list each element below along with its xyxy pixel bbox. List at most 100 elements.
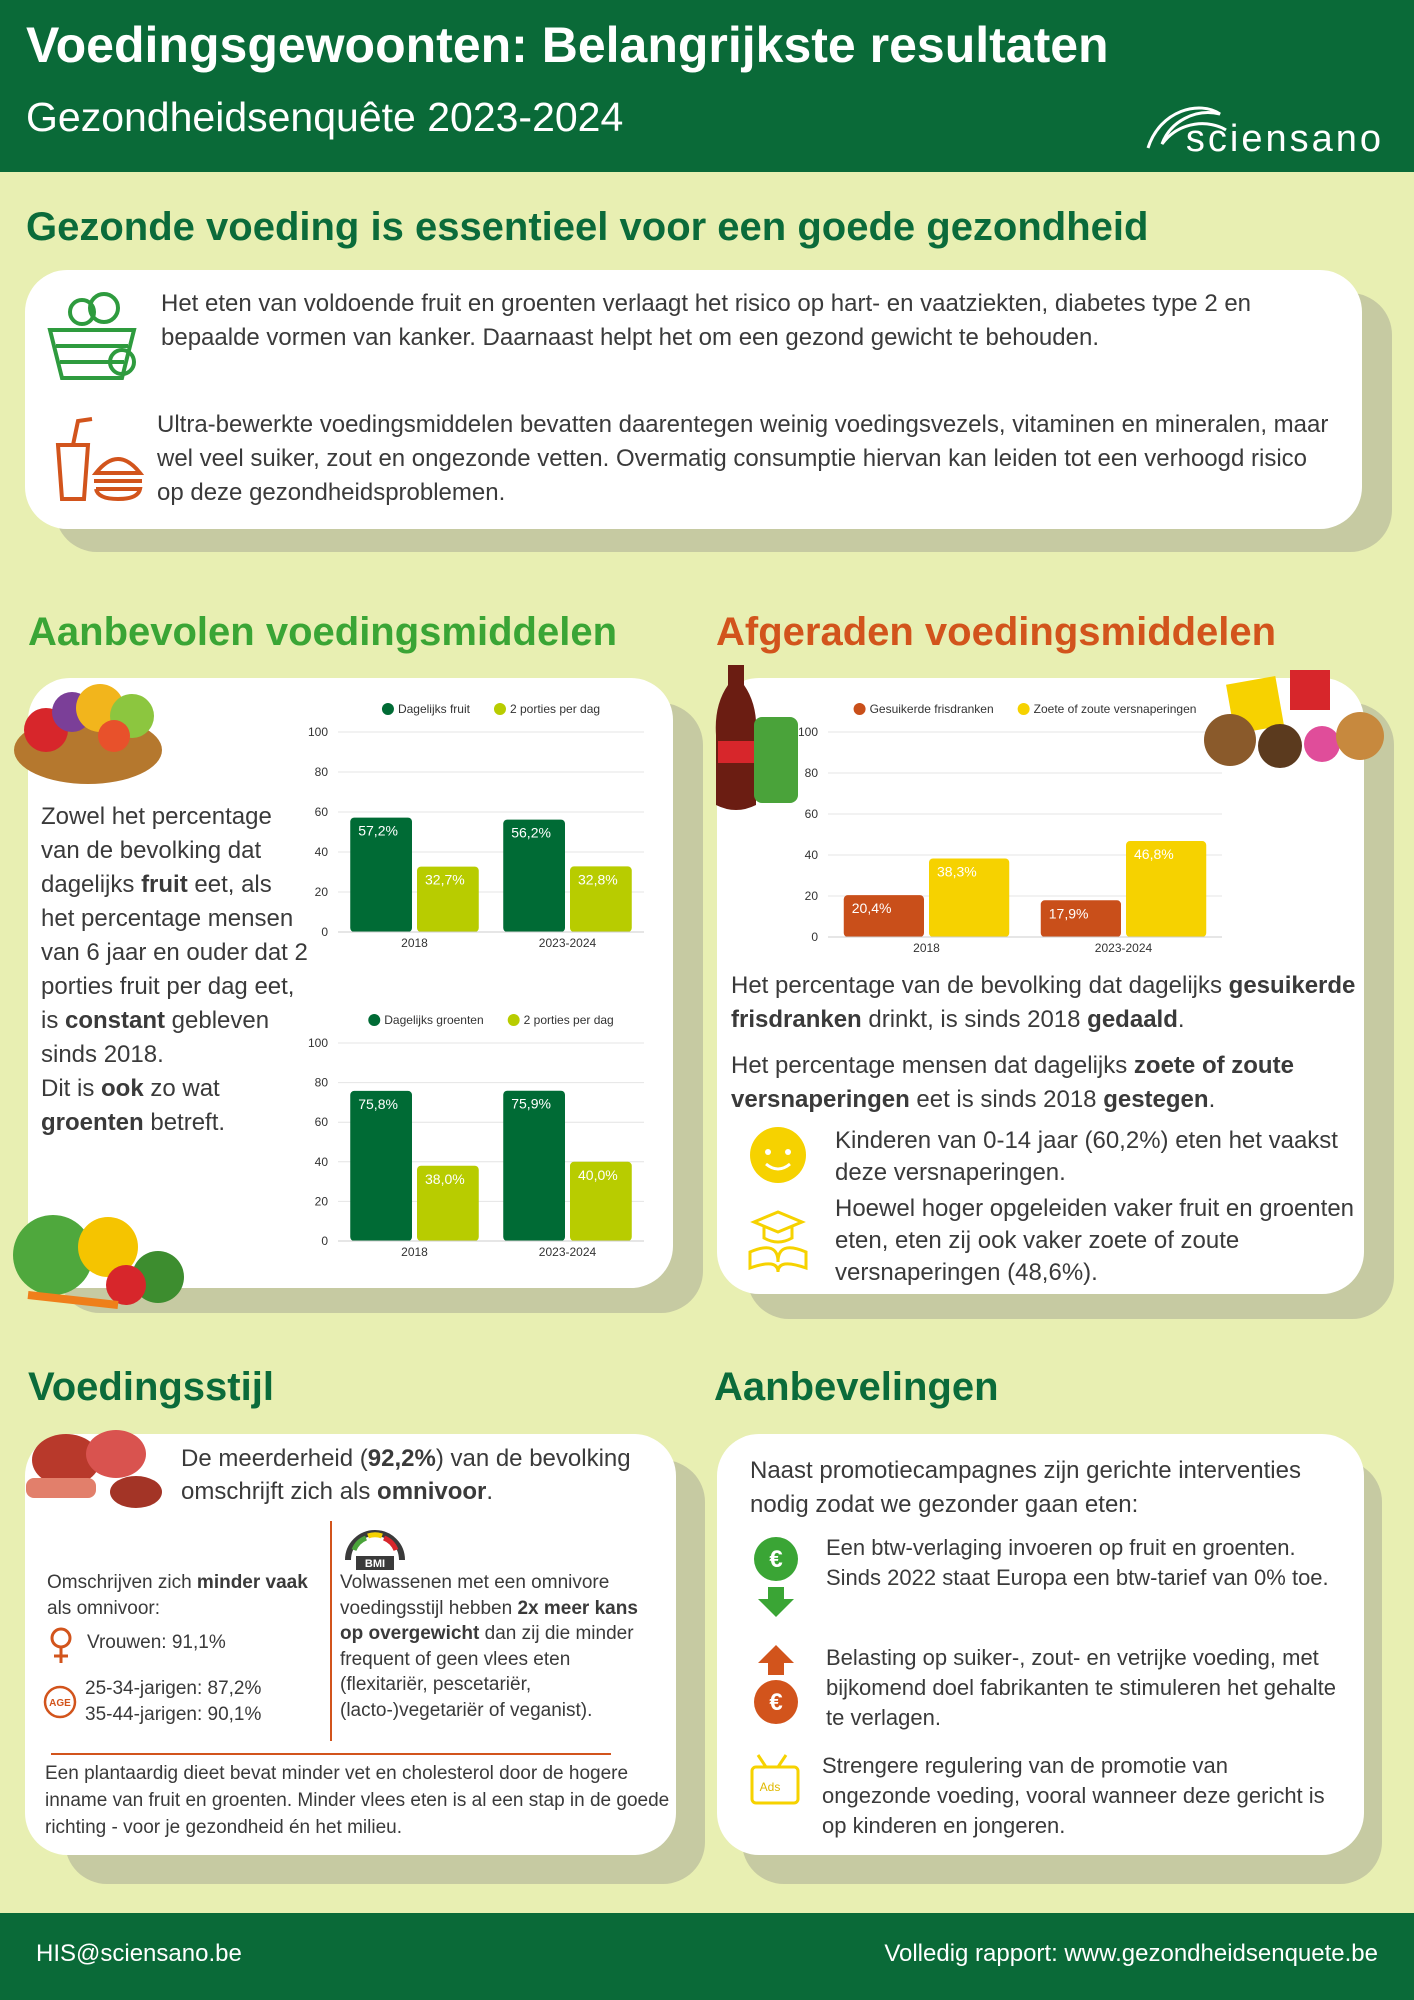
snack-illustration [1204,670,1384,768]
text-segment: Het percentage mensen dat dagelijks [731,1052,1134,1079]
female-icon [50,1627,72,1663]
legend-label: Dagelijks fruit [398,702,471,716]
text-segment: zo wat [143,1075,220,1102]
fruit-illustration [14,684,162,784]
bar-chart: 0 20 40 60 80 100 Gesuikerde frisdranken Zoete … [798,702,1222,955]
text-segment: Volwassenen met een omnivore voedingssti… [340,1572,610,1619]
logo-text: sciensano [1185,118,1384,160]
footer-report: Volledig rapport: www.gezondheidsenquete… [884,1940,1378,1967]
value-label: 40,0% [578,1167,618,1183]
divider [330,1521,332,1741]
icon-label: € [769,1546,782,1573]
value-label: 75,8% [358,1096,398,1112]
card [717,678,1364,1294]
text-segment: Het percentage van de bevolking dat dage… [731,972,1229,999]
text-segment: Omschrijven zich [47,1572,197,1593]
recommendation: Een btw-verlaging invoeren op fruit en g… [826,1535,1329,1590]
bold-text: gestegen [1103,1086,1209,1113]
section-heading: Voedingsstijl [28,1365,274,1409]
y-tick-label: 60 [805,807,819,821]
page-title: Voedingsgewoonten: Belangrijkste resulta… [26,17,1109,73]
bold-text: ook [101,1075,144,1102]
fruit-basket-icon [47,292,137,380]
x-tick-label: 2018 [401,1245,428,1259]
value-label: 32,8% [578,871,618,887]
y-tick-label: 60 [315,805,329,819]
bold-text: zoete of zoute versnaperingen [731,1052,1294,1113]
text-segment: dan zij die minder frequent of geen vlee… [340,1623,634,1721]
paragraph: Het percentage mensen dat dagelijks zoet… [731,1049,1361,1117]
recommendation: Belasting op suiker-, zout- en vetrijke … [826,1645,1336,1730]
legend-label: 2 porties per dag [524,1013,614,1027]
icon-label: BMI [365,1558,385,1570]
footer-bar [0,1913,1414,2000]
section-heading: Gezonde voeding is essentieel voor een g… [26,205,1149,249]
bold-text: 92,2% [367,1445,436,1472]
bold-text: 2x meer kans op overgewicht [340,1597,638,1645]
text-segment: . [1177,1006,1185,1033]
text-segment: als omnivoor: [47,1597,160,1619]
y-tick-label: 40 [315,845,329,859]
bar [570,1161,632,1241]
y-tick-label: 100 [798,725,818,739]
legend-label: Dagelijks groenten [384,1013,483,1027]
text-segment: Dit is [41,1075,101,1102]
bar [417,866,479,932]
paragraph: Naast promotiecampagnes zijn gerichte in… [750,1457,1301,1518]
y-tick-label: 0 [321,1234,328,1248]
legend-swatch [368,1014,381,1026]
y-tick-label: 80 [315,765,329,779]
bullet-list: Kinderen van 0-14 jaar (60,2%) eten het … [835,1125,1355,1289]
y-tick-label: 20 [315,885,329,899]
bullet-text: Hoewel hoger opgeleiden vaker fruit en g… [835,1195,1355,1286]
bullet-text: Kinderen van 0-14 jaar (60,2%) eten het … [835,1127,1338,1186]
bar [350,817,412,932]
legend-label: Zoete of zoute versnaperingen [1034,702,1197,716]
text-block: Omschrijven zich minder vaak als omnivoo… [47,1570,327,1621]
legend: Dagelijks fruit 2 porties per dag [381,702,600,716]
lead-text: De meerderheid (92,2%) van de bevolking … [181,1442,661,1508]
vegetable-illustration [13,1215,184,1309]
bmi-icon: BMI [345,1530,405,1570]
text-block: Het percentage van de bevolking dat dage… [731,969,1361,1129]
y-tick-label: 0 [321,925,328,939]
y-tick-label: 0 [811,930,818,944]
bar [503,819,565,932]
bar [1040,900,1121,937]
value-label: 32,7% [425,872,465,888]
age-icon: AGE [43,1685,77,1719]
text-segment: betreft. [143,1109,226,1136]
card [717,1434,1364,1855]
text-segment: De meerderheid ( [181,1445,368,1472]
legend-swatch [1017,703,1030,715]
soda-illustration [715,665,798,810]
bar [929,858,1010,937]
section-heading: Aanbevelingen [714,1365,999,1409]
paragraph: Dit is ook zo wat groenten betreft. [41,1072,309,1140]
stat-text: 25-34-jarigen: 87,2% 35-44-jarigen: 90,1… [85,1676,261,1727]
section-heading: Aanbevolen voedingsmiddelen [28,610,618,654]
stat-text: Vrouwen: 91,1% [87,1632,226,1653]
paragraph: Ultra-bewerkte voedingsmiddelen bevatten… [157,411,1329,506]
card [25,270,1362,529]
text-segment: . [1208,1086,1216,1113]
y-tick-label: 60 [315,1115,329,1129]
y-tick-label: 100 [308,725,328,739]
bold-text: fruit [141,871,188,898]
x-tick-label: 2018 [401,936,428,950]
text-segment: . [486,1478,494,1505]
legend-swatch [507,1014,520,1026]
text-segment: eet is sinds 2018 [909,1086,1104,1113]
bullet-icons [748,1127,808,1273]
header-bar [0,0,1414,172]
stat-line: 35-44-jarigen: 90,1% [85,1703,262,1725]
legend-label: Gesuikerde frisdranken [870,702,994,716]
x-tick-label: 2023-2024 [1095,941,1153,955]
stat-line: 25-34-jarigen: 87,2% [85,1678,262,1699]
value-label: 57,2% [358,823,398,839]
value-label: 38,3% [937,863,977,879]
value-label: 75,9% [511,1096,551,1112]
y-tick-label: 100 [308,1036,328,1050]
icon-label: Ads [760,1780,781,1794]
